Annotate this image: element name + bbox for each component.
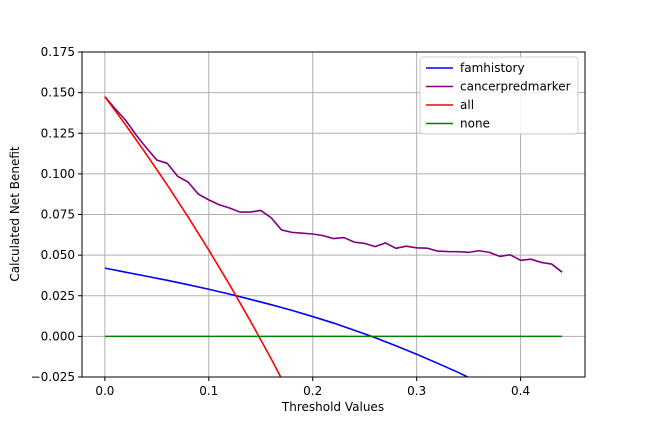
y-tick-label: 0.175 (41, 45, 75, 59)
y-axis-ticks: −0.025 0.000 0.025 0.050 0.075 0.100 0.125 0.15… (31, 45, 82, 384)
x-tick-label: 0.0 (95, 384, 114, 398)
y-tick-label: 0.125 (41, 126, 75, 140)
y-tick-label: −0.025 (31, 370, 75, 384)
x-tick-label: 0.1 (199, 384, 218, 398)
legend-label-all: all (460, 98, 474, 112)
y-tick-label: 0.075 (41, 208, 75, 222)
x-axis-label: Threshold Values (281, 400, 384, 414)
y-tick-label: 0.000 (41, 329, 75, 343)
series-line-cancerpredmarker (104, 96, 563, 273)
x-tick-label: 0.3 (407, 384, 426, 398)
legend-label-cancerpredmarker: cancerpredmarker (460, 80, 571, 94)
series-line-all (104, 96, 282, 377)
legend-label-famhistory: famhistory (460, 61, 525, 75)
series-line-famhistory (104, 267, 470, 377)
legend: famhistory cancerpredmarker all none (419, 56, 579, 135)
legend-frame (419, 56, 579, 135)
x-axis-ticks: 0.0 0.1 0.2 0.3 0.4 (95, 377, 530, 398)
x-tick-label: 0.2 (303, 384, 322, 398)
y-tick-label: 0.025 (41, 289, 75, 303)
legend-label-none: none (460, 117, 490, 131)
x-tick-label: 0.4 (511, 384, 530, 398)
y-tick-label: 0.050 (41, 248, 75, 262)
y-axis-label: Calculated Net Benefit (8, 146, 22, 282)
y-tick-label: 0.150 (41, 86, 75, 100)
series-layer (104, 96, 563, 377)
y-tick-label: 0.100 (41, 167, 75, 181)
